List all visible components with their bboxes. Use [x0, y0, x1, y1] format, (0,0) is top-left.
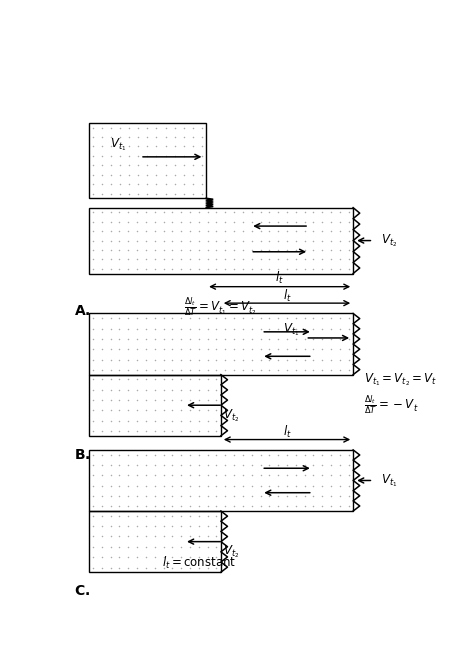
- Text: $V_{t_1}$: $V_{t_1}$: [283, 321, 299, 338]
- Bar: [89, 313, 353, 375]
- Text: $\frac{\Delta l_t}{\Delta T} = V_{t_1} = V_{t_2}$: $\frac{\Delta l_t}{\Delta T} = V_{t_1} =…: [184, 295, 257, 318]
- Text: $\mathbf{C.}$: $\mathbf{C.}$: [74, 584, 90, 598]
- Text: $V_{t_2}$: $V_{t_2}$: [223, 407, 239, 424]
- Text: $l_t$: $l_t$: [283, 288, 292, 304]
- Bar: [89, 375, 221, 435]
- Text: $l_t = \mathrm{constant}$: $l_t = \mathrm{constant}$: [162, 555, 236, 571]
- Text: $V_{t_2}$: $V_{t_2}$: [223, 544, 239, 560]
- Text: $\mathbf{A.}$: $\mathbf{A.}$: [74, 304, 91, 318]
- Bar: [89, 208, 353, 274]
- Bar: [89, 511, 221, 573]
- Text: $l_t$: $l_t$: [283, 424, 292, 440]
- Text: $\mathbf{B.}$: $\mathbf{B.}$: [74, 448, 91, 462]
- Bar: [89, 123, 206, 198]
- Text: $\frac{\Delta l_t}{\Delta T} = -V_t$: $\frac{\Delta l_t}{\Delta T} = -V_t$: [364, 394, 419, 417]
- Text: $V_{t_2}$: $V_{t_2}$: [381, 233, 397, 249]
- Text: $V_{t_1}$: $V_{t_1}$: [110, 137, 126, 153]
- Text: $V_{t_1}$: $V_{t_1}$: [381, 472, 397, 489]
- Bar: [89, 450, 353, 511]
- Text: $V_{t_1} = V_{t_2} = V_t$: $V_{t_1} = V_{t_2} = V_t$: [364, 371, 438, 388]
- Text: $l_t$: $l_t$: [275, 270, 284, 286]
